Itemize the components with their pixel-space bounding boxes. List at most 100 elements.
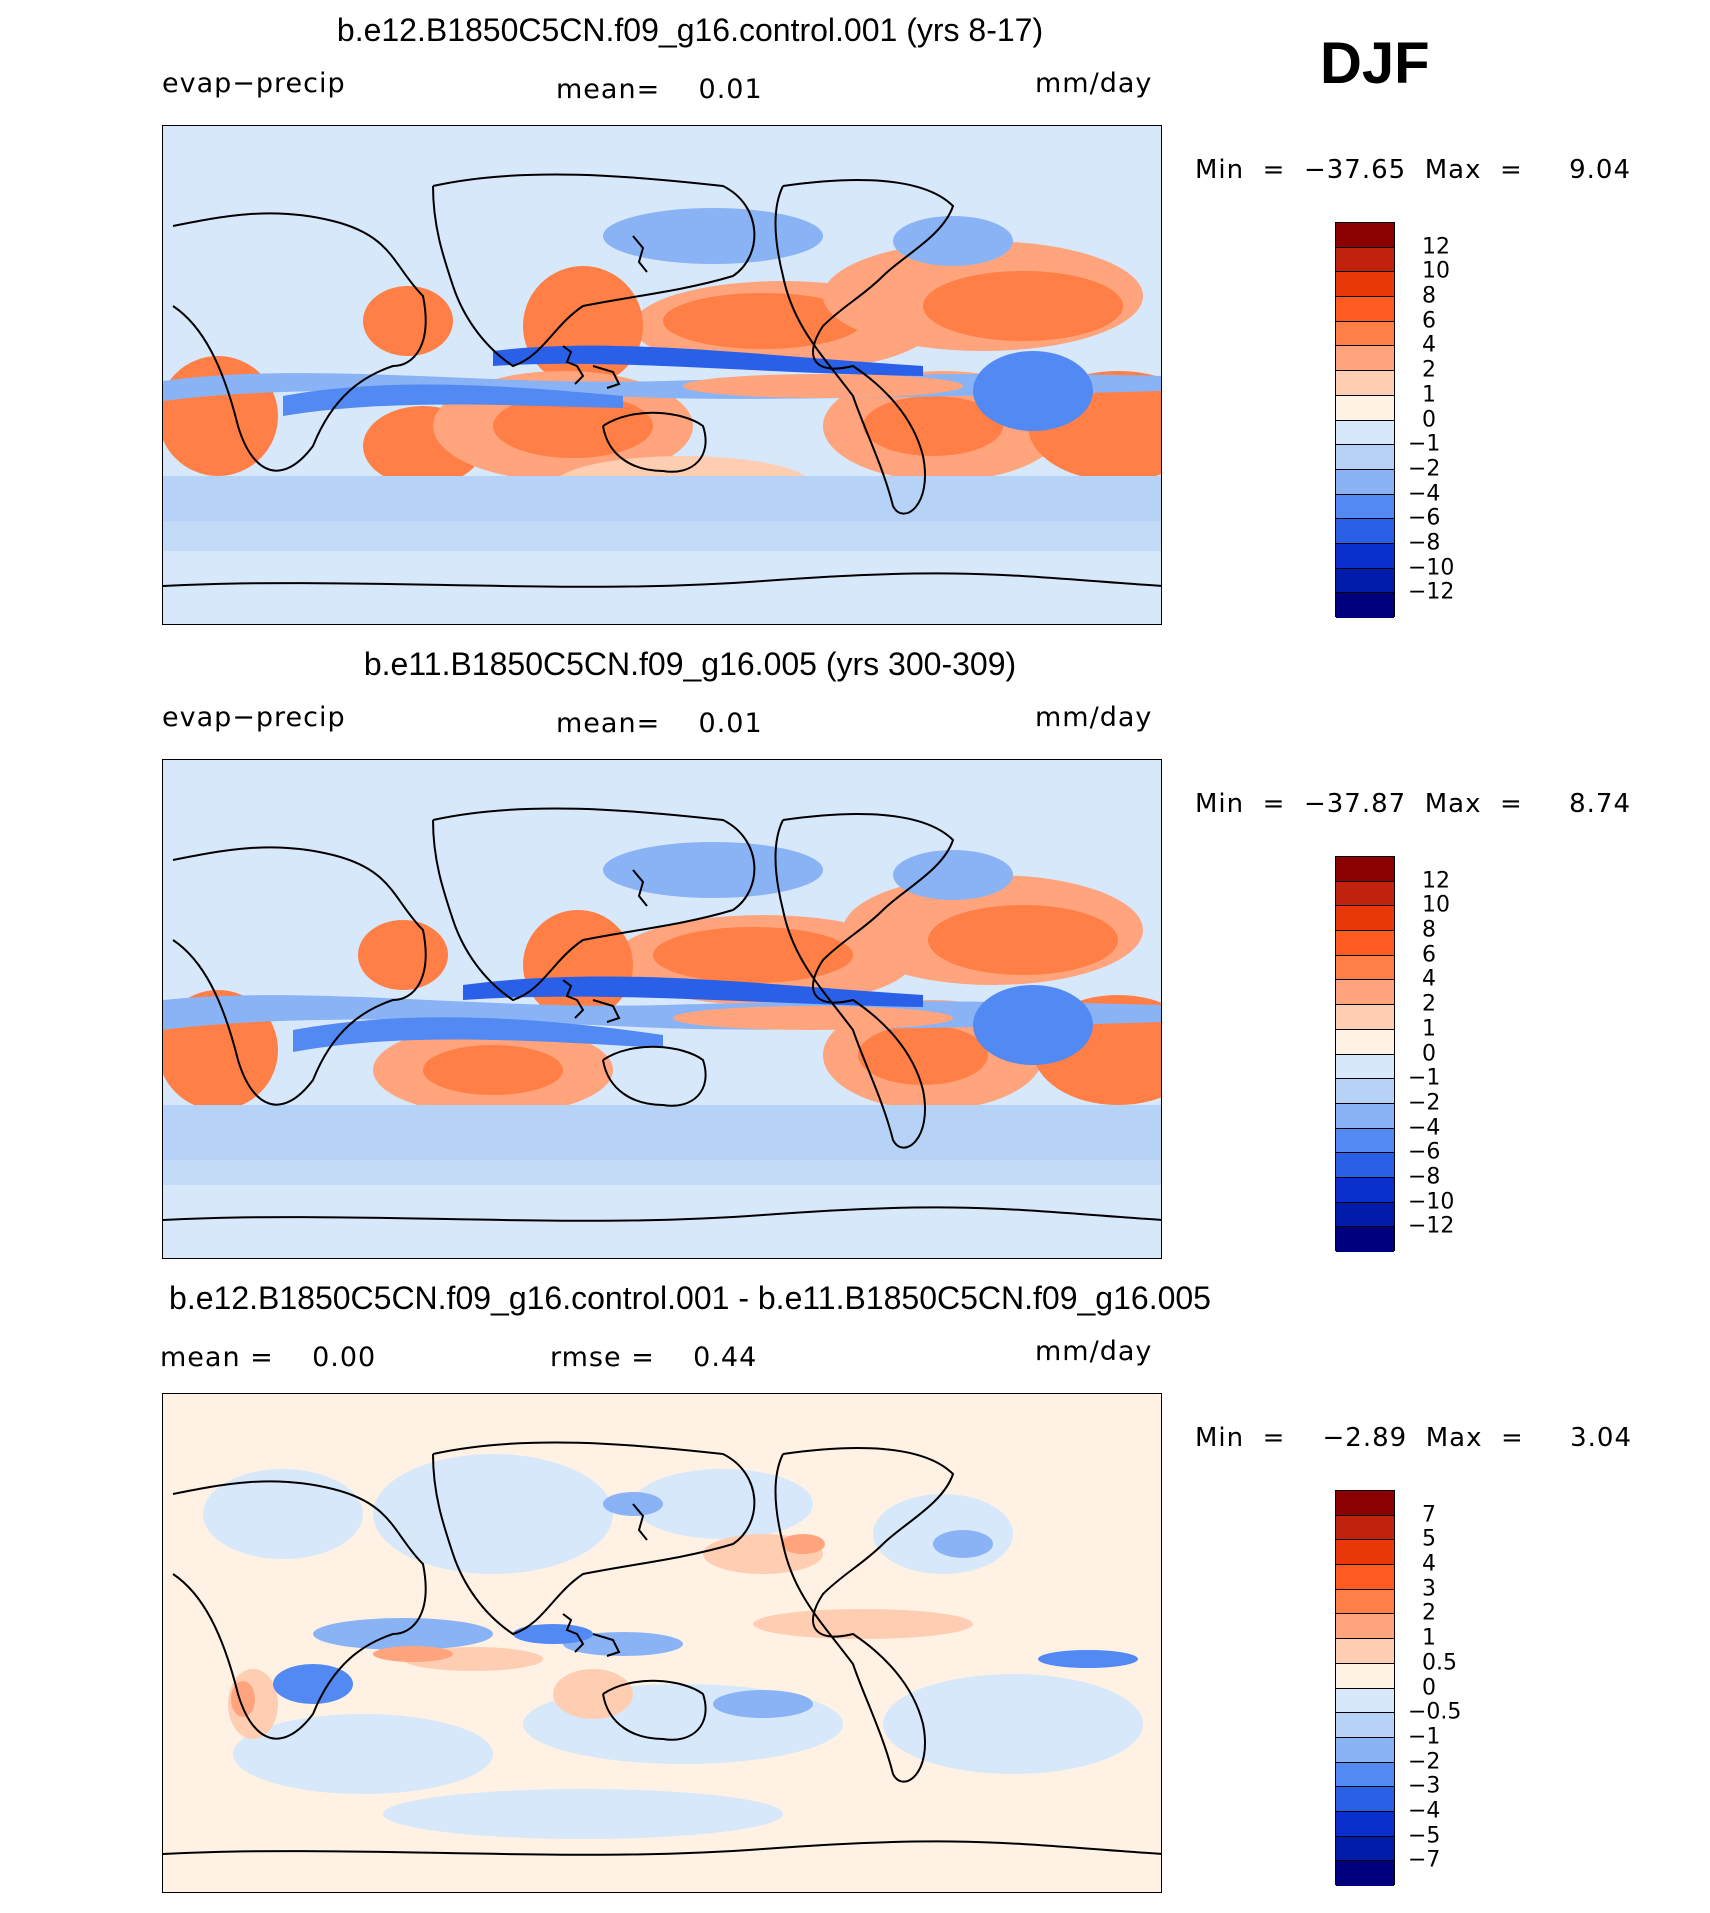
colorbar-tick-label: 1 xyxy=(1422,1625,1436,1651)
colorbar-tick-label: 4 xyxy=(1422,332,1436,358)
panel-1-title: b.e12.B1850C5CN.f09_g16.control.001 (yrs… xyxy=(336,12,1044,48)
colorbar-tick-label: −4 xyxy=(1408,481,1441,507)
colorbar-swatch xyxy=(1336,445,1394,470)
colorbar-tick-label: −8 xyxy=(1408,1164,1441,1190)
panel-2-contour-field xyxy=(163,760,1161,1258)
colorbar-tick-label: −6 xyxy=(1408,505,1441,531)
colorbar-swatch xyxy=(1336,519,1394,544)
colorbar-tick-label: −4 xyxy=(1408,1798,1441,1824)
colorbar-tick-label: 3 xyxy=(1422,1576,1436,1602)
colorbar-tick-label: 8 xyxy=(1422,283,1436,309)
colorbar-tick-label: 4 xyxy=(1422,1551,1436,1577)
colorbar-tick-label: −12 xyxy=(1408,1213,1455,1239)
colorbar-swatch xyxy=(1336,247,1394,273)
panel-1-units-label: mm/day xyxy=(1035,68,1153,99)
colorbar-tick-label: −12 xyxy=(1408,579,1455,605)
colorbar-swatch xyxy=(1336,346,1394,372)
panel-1-colorbar xyxy=(1335,222,1395,618)
colorbar-tick-label: −2 xyxy=(1408,1749,1441,1775)
panel-2-units-label: mm/day xyxy=(1035,702,1153,733)
colorbar-tick-label: 1 xyxy=(1422,1016,1436,1042)
panel-3-title: b.e12.B1850C5CN.f09_g16.control.001 - b.… xyxy=(169,1280,1211,1316)
colorbar-swatch xyxy=(1336,1515,1394,1541)
colorbar-swatch xyxy=(1336,494,1394,520)
season-label: DJF xyxy=(1320,31,1430,96)
panel-3-rmse-label: rmse = 0.44 xyxy=(550,1342,758,1373)
colorbar-swatch xyxy=(1336,1787,1394,1812)
colorbar-swatch xyxy=(1336,543,1394,569)
colorbar-swatch xyxy=(1336,955,1394,981)
colorbar-tick-label: −2 xyxy=(1408,1090,1441,1116)
panel-3-min-max-label: Min = −2.89 Max = 3.04 xyxy=(1195,1423,1632,1453)
colorbar-swatch xyxy=(1336,1737,1394,1763)
colorbar-swatch xyxy=(1336,1565,1394,1590)
panel-1-contour-field xyxy=(163,126,1161,624)
colorbar-swatch xyxy=(1336,1103,1394,1129)
panel-3-map xyxy=(162,1393,1162,1893)
colorbar-tick-label: 0 xyxy=(1422,1675,1436,1700)
panel-2-map xyxy=(162,759,1162,1259)
colorbar-tick-label: −2 xyxy=(1408,456,1441,482)
colorbar-swatch xyxy=(1336,1688,1394,1714)
colorbar-tick-label: 2 xyxy=(1422,357,1436,383)
colorbar-tick-label: 10 xyxy=(1422,892,1450,918)
colorbar-swatch xyxy=(1336,1128,1394,1154)
colorbar-tick-label: 12 xyxy=(1422,868,1450,894)
colorbar-tick-label: 0 xyxy=(1422,1041,1436,1066)
colorbar-swatch xyxy=(1336,1614,1394,1640)
panel-2-mean-label: mean= 0.01 xyxy=(556,708,763,739)
panel-2-title: b.e11.B1850C5CN.f09_g16.005 (yrs 300-309… xyxy=(363,646,1017,682)
colorbar-swatch xyxy=(1336,1663,1394,1689)
colorbar-tick-label: −6 xyxy=(1408,1139,1441,1165)
colorbar-swatch xyxy=(1336,1861,1394,1886)
colorbar-swatch xyxy=(1336,1153,1394,1178)
colorbar-tick-label: 6 xyxy=(1422,942,1436,968)
colorbar-swatch xyxy=(1336,1177,1394,1203)
panel-2-min-max-label: Min = −37.87 Max = 8.74 xyxy=(1195,789,1632,819)
colorbar-tick-label: 0.5 xyxy=(1422,1650,1457,1676)
colorbar-swatch xyxy=(1336,1227,1394,1252)
colorbar-swatch xyxy=(1336,1836,1394,1862)
colorbar-swatch xyxy=(1336,1589,1394,1615)
colorbar-swatch xyxy=(1336,469,1394,495)
colorbar-swatch xyxy=(1336,1079,1394,1104)
colorbar-tick-label: 8 xyxy=(1422,917,1436,943)
colorbar-tick-label: 5 xyxy=(1422,1526,1436,1552)
colorbar-tick-label: 2 xyxy=(1422,1600,1436,1626)
colorbar-tick-label: −0.5 xyxy=(1408,1699,1462,1725)
panel-2-colorbar xyxy=(1335,856,1395,1252)
colorbar-swatch xyxy=(1336,395,1394,421)
panel-3-contour-field xyxy=(163,1394,1161,1892)
colorbar-tick-label: −7 xyxy=(1408,1847,1441,1873)
colorbar-tick-label: −8 xyxy=(1408,530,1441,556)
colorbar-tick-label: −4 xyxy=(1408,1115,1441,1141)
colorbar-swatch xyxy=(1336,1005,1394,1030)
colorbar-tick-label: −10 xyxy=(1408,1189,1455,1215)
colorbar-swatch xyxy=(1336,881,1394,907)
colorbar-swatch xyxy=(1336,321,1394,347)
colorbar-tick-label: −5 xyxy=(1408,1823,1441,1849)
colorbar-tick-label: −1 xyxy=(1408,1724,1441,1750)
colorbar-swatch xyxy=(1336,420,1394,446)
colorbar-tick-label: 1 xyxy=(1422,382,1436,408)
panel-2-variable-label: evap−precip xyxy=(162,702,346,733)
colorbar-swatch xyxy=(1336,1762,1394,1788)
colorbar-swatch xyxy=(1336,1029,1394,1055)
colorbar-swatch xyxy=(1336,1713,1394,1738)
colorbar-tick-label: 10 xyxy=(1422,258,1450,284)
colorbar-swatch xyxy=(1336,980,1394,1006)
panel-3-mean-label: mean = 0.00 xyxy=(160,1342,377,1373)
colorbar-swatch xyxy=(1336,223,1394,248)
colorbar-tick-label: −10 xyxy=(1408,555,1455,581)
panel-3-colorbar xyxy=(1335,1490,1395,1886)
colorbar-swatch xyxy=(1336,593,1394,618)
panel-3-units-label: mm/day xyxy=(1035,1336,1153,1367)
colorbar-swatch xyxy=(1336,568,1394,594)
colorbar-tick-label: 0 xyxy=(1422,407,1436,432)
colorbar-tick-label: 2 xyxy=(1422,991,1436,1017)
colorbar-swatch xyxy=(1336,371,1394,396)
panel-1-min-max-label: Min = −37.65 Max = 9.04 xyxy=(1195,155,1632,185)
colorbar-tick-label: −1 xyxy=(1408,431,1441,457)
colorbar-swatch xyxy=(1336,1639,1394,1664)
colorbar-tick-label: −3 xyxy=(1408,1773,1441,1799)
